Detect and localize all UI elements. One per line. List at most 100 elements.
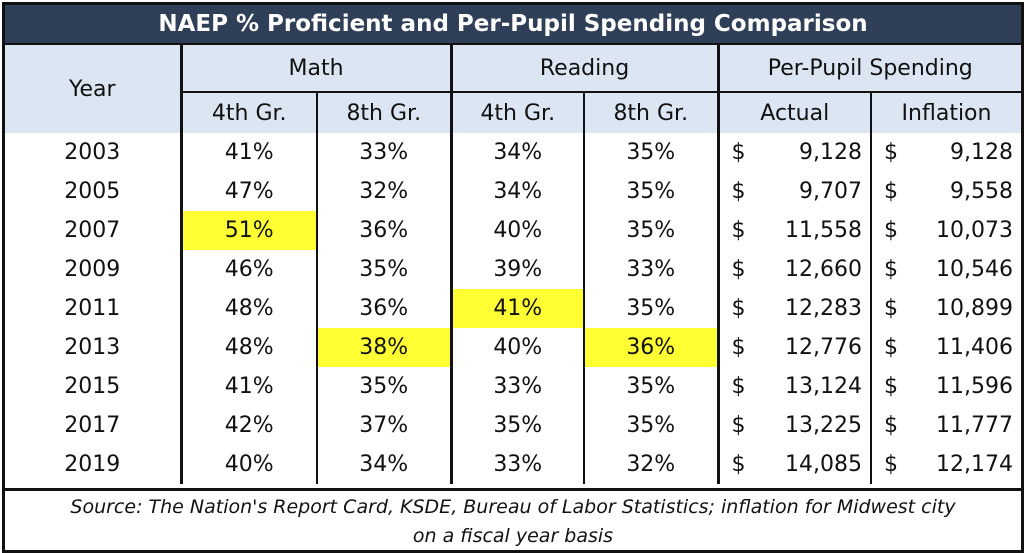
cell-reading-8th: 35% bbox=[583, 211, 719, 250]
cell-math-8th: 37% bbox=[315, 406, 452, 445]
currency-symbol: $ bbox=[731, 374, 746, 399]
cell-actual: $9,707 bbox=[716, 172, 872, 211]
cell-year: 2013 bbox=[64, 335, 121, 360]
source-note: Source: The Nation's Report Card, KSDE, … bbox=[5, 488, 1021, 550]
cell-reading-8th: 33% bbox=[583, 250, 719, 289]
money-value: 10,899 bbox=[936, 296, 1014, 321]
cell-actual: $12,660 bbox=[716, 250, 872, 289]
cell-actual: $14,085 bbox=[716, 445, 872, 484]
col-header-math-4th: 4th Gr. bbox=[179, 91, 317, 133]
table-row: 2009 46% 35% 39% 33% $12,660 $10,546 bbox=[5, 250, 1022, 289]
cell-math-8th: 36% bbox=[315, 289, 452, 328]
col-header-reading-4th: 4th Gr. bbox=[449, 91, 585, 133]
cell-inflation: $10,899 bbox=[870, 289, 1022, 328]
cell-reading-4th: 35% bbox=[449, 406, 585, 445]
cell-actual: $11,558 bbox=[716, 211, 872, 250]
cell-reading-4th: 34% bbox=[449, 133, 585, 172]
currency-symbol: $ bbox=[731, 335, 746, 360]
currency-symbol: $ bbox=[731, 179, 746, 204]
cell-math-8th: 35% bbox=[315, 367, 452, 406]
currency-symbol: $ bbox=[731, 413, 746, 438]
money-value: 12,660 bbox=[785, 257, 863, 282]
cell-math-4th: 41% bbox=[179, 133, 317, 172]
currency-symbol: $ bbox=[884, 335, 899, 360]
money-value: 14,085 bbox=[785, 452, 863, 477]
cell-math-8th: 34% bbox=[315, 445, 452, 484]
cell-reading-8th: 35% bbox=[583, 289, 719, 328]
cell-math-4th: 40% bbox=[179, 445, 317, 484]
cell-actual: $13,225 bbox=[716, 406, 872, 445]
cell-math-4th: 42% bbox=[179, 406, 317, 445]
money-value: 9,128 bbox=[799, 140, 863, 165]
money-value: 9,558 bbox=[950, 179, 1014, 204]
currency-symbol: $ bbox=[884, 179, 899, 204]
cell-math-8th: 36% bbox=[315, 211, 452, 250]
table-row: 2019 40% 34% 33% 32% $14,085 $12,174 bbox=[5, 445, 1022, 484]
currency-symbol: $ bbox=[884, 218, 899, 243]
cell-reading-4th: 40% bbox=[449, 328, 585, 367]
currency-symbol: $ bbox=[884, 413, 899, 438]
cell-actual: $9,128 bbox=[716, 133, 872, 172]
money-value: 11,777 bbox=[936, 413, 1014, 438]
currency-symbol: $ bbox=[884, 374, 899, 399]
cell-actual: $12,283 bbox=[716, 289, 872, 328]
cell-year: 2005 bbox=[64, 179, 121, 204]
cell-math-8th: 38% bbox=[315, 328, 452, 367]
col-header-actual: Actual bbox=[716, 91, 872, 133]
money-value: 13,124 bbox=[785, 374, 863, 399]
money-value: 12,776 bbox=[785, 335, 863, 360]
currency-symbol: $ bbox=[884, 296, 899, 321]
currency-symbol: $ bbox=[884, 452, 899, 477]
cell-year: 2003 bbox=[64, 140, 121, 165]
table-row: 2003 41% 33% 34% 35% $9,128 $9,128 bbox=[5, 133, 1022, 172]
table-row: 2017 42% 37% 35% 35% $13,225 $11,777 bbox=[5, 406, 1022, 445]
reading-group-header: Reading bbox=[449, 45, 719, 92]
table-row: 2013 48% 38% 40% 36% $12,776 $11,406 bbox=[5, 328, 1022, 367]
money-value: 12,283 bbox=[785, 296, 863, 321]
cell-math-8th: 35% bbox=[315, 250, 452, 289]
cell-math-4th: 48% bbox=[179, 289, 317, 328]
currency-symbol: $ bbox=[884, 257, 899, 282]
year-header: Year bbox=[5, 45, 181, 133]
currency-symbol: $ bbox=[731, 218, 746, 243]
money-value: 10,546 bbox=[936, 257, 1014, 282]
math-group-header: Math bbox=[179, 45, 452, 92]
currency-symbol: $ bbox=[884, 140, 899, 165]
table-row: 2007 51% 36% 40% 35% $11,558 $10,073 bbox=[5, 211, 1022, 250]
money-value: 9,128 bbox=[950, 140, 1014, 165]
cell-math-8th: 32% bbox=[315, 172, 452, 211]
money-value: 9,707 bbox=[799, 179, 863, 204]
cell-math-4th: 48% bbox=[179, 328, 317, 367]
money-value: 12,174 bbox=[936, 452, 1014, 477]
table-row: 2011 48% 36% 41% 35% $12,283 $10,899 bbox=[5, 289, 1022, 328]
cell-math-4th: 41% bbox=[179, 367, 317, 406]
cell-reading-4th: 41% bbox=[449, 289, 585, 328]
cell-year: 2019 bbox=[64, 452, 121, 477]
currency-symbol: $ bbox=[731, 452, 746, 477]
money-value: 13,225 bbox=[785, 413, 863, 438]
table-row: 2015 41% 35% 33% 35% $13,124 $11,596 bbox=[5, 367, 1022, 406]
cell-reading-8th: 35% bbox=[583, 406, 719, 445]
cell-reading-4th: 39% bbox=[449, 250, 585, 289]
spending-group-header: Per-Pupil Spending bbox=[716, 45, 1022, 92]
cell-math-8th: 33% bbox=[315, 133, 452, 172]
cell-inflation: $9,558 bbox=[870, 172, 1022, 211]
cell-reading-4th: 33% bbox=[449, 367, 585, 406]
cell-actual: $13,124 bbox=[716, 367, 872, 406]
cell-actual: $12,776 bbox=[716, 328, 872, 367]
cell-inflation: $9,128 bbox=[870, 133, 1022, 172]
money-value: 11,406 bbox=[936, 335, 1014, 360]
col-header-math-8th: 8th Gr. bbox=[315, 91, 452, 133]
currency-symbol: $ bbox=[731, 140, 746, 165]
cell-inflation: $11,406 bbox=[870, 328, 1022, 367]
data-table: Year Math Reading Per-Pupil Spending 4th… bbox=[5, 45, 1022, 484]
cell-year: 2009 bbox=[64, 257, 121, 282]
table-row: 2005 47% 32% 34% 35% $9,707 $9,558 bbox=[5, 172, 1022, 211]
cell-reading-8th: 36% bbox=[583, 328, 719, 367]
money-value: 10,073 bbox=[936, 218, 1014, 243]
table-body: 2003 41% 33% 34% 35% $9,128 $9,128 2005 47% 32% 34… bbox=[5, 133, 1022, 484]
cell-inflation: $11,596 bbox=[870, 367, 1022, 406]
cell-reading-8th: 32% bbox=[583, 445, 719, 484]
table-title: NAEP % Proficient and Per-Pupil Spending… bbox=[5, 5, 1021, 45]
